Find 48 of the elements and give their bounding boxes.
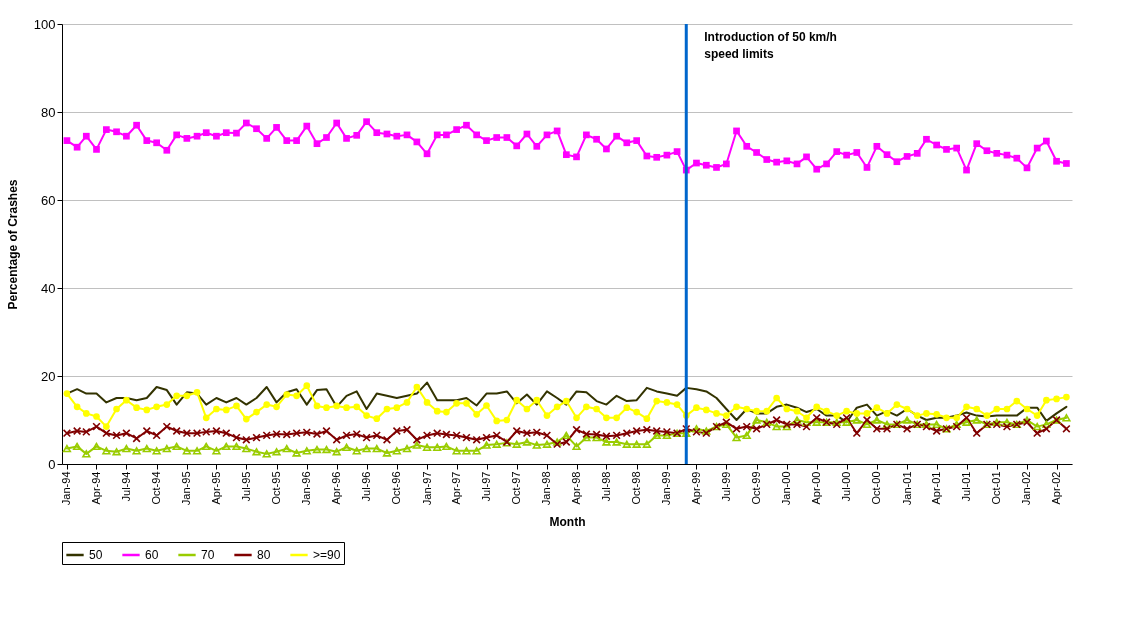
y-tick-label: 60 <box>41 192 56 208</box>
x-tick-label: Jan-98 <box>540 471 553 506</box>
x-tick-label: Jul-95 <box>239 471 252 502</box>
ref-line-label: Introduction of 50 km/h speed limits <box>704 30 837 61</box>
x-tick-label: Jan-00 <box>780 471 793 506</box>
x-tick-label: Jul-94 <box>119 471 132 502</box>
x-tick-label: Jan-02 <box>1020 471 1033 506</box>
y-tick-label: 20 <box>41 368 56 384</box>
x-tick-label: Jul-98 <box>599 471 612 502</box>
x-tick-label: Apr-97 <box>450 471 463 505</box>
legend-label: 70 <box>201 548 215 562</box>
x-tick-label: Apr-98 <box>570 471 583 505</box>
legend-label: 80 <box>257 548 271 562</box>
x-tick-label: Jan-94 <box>60 471 73 506</box>
x-tick-label: Oct-95 <box>270 471 283 505</box>
x-tick-label: Jul-99 <box>719 471 732 502</box>
x-tick-label: Oct-96 <box>390 471 403 505</box>
x-tick-label: Oct-99 <box>750 471 763 505</box>
x-tick-label: Jul-01 <box>960 471 973 502</box>
x-tick-label: Jul-97 <box>480 471 492 502</box>
x-tick-label: Jan-01 <box>900 471 913 506</box>
legend-label: >=90 <box>313 548 341 562</box>
y-axis-title: Percentage of Crashes <box>5 179 20 310</box>
x-tick-label: Apr-96 <box>330 471 343 505</box>
x-tick-label: Jul-96 <box>360 471 373 502</box>
x-tick-label: Apr-00 <box>810 471 823 505</box>
x-tick-label: Oct-00 <box>870 471 883 505</box>
x-tick-label: Jan-97 <box>420 471 433 506</box>
x-tick-label: Apr-95 <box>209 471 222 505</box>
x-tick-label: Jan-95 <box>180 471 193 506</box>
x-tick-label: Apr-01 <box>930 471 943 505</box>
x-tick-label: Apr-94 <box>90 471 102 505</box>
x-tick-label: Apr-99 <box>689 471 702 505</box>
x-tick-label: Apr-02 <box>1050 471 1063 505</box>
x-tick-label: Jul-00 <box>840 471 853 502</box>
x-tick-label: Oct-98 <box>630 471 643 505</box>
y-tick-label: 80 <box>41 104 56 120</box>
legend-label: 60 <box>145 548 159 562</box>
x-tick-label: Jan-99 <box>660 471 673 506</box>
x-axis-title: Month <box>549 515 586 530</box>
y-tick-label: 40 <box>41 280 56 296</box>
x-tick-label: Oct-97 <box>510 471 523 505</box>
y-tick-label: 0 <box>48 456 56 472</box>
x-tick-label: Oct-94 <box>150 471 163 505</box>
y-tick-label: 100 <box>33 16 56 32</box>
legend-label: 50 <box>89 548 103 562</box>
x-tick-label: Oct-01 <box>990 471 1003 505</box>
x-tick-label: Jan-96 <box>300 471 313 506</box>
